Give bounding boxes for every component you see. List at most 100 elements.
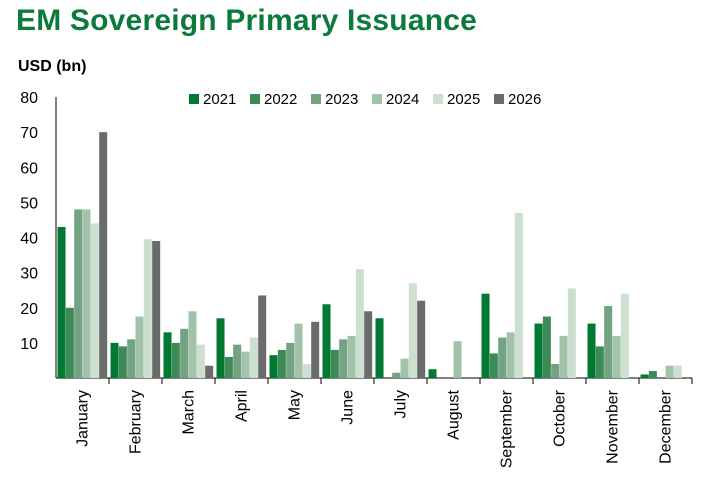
legend-label-2025: 2025 [447, 91, 480, 108]
bar-2022-april [224, 356, 233, 378]
bar-2022-november [595, 346, 604, 378]
bar-2024-april [241, 351, 250, 378]
x-tick-label: April [234, 390, 251, 422]
bar-2025-february [143, 239, 152, 378]
bar-2025-september [514, 212, 523, 378]
bar-2024-may [294, 323, 303, 378]
bar-2025-july [408, 283, 417, 378]
bar-2024-january [82, 209, 91, 378]
bar-2025-march [196, 344, 205, 378]
x-tick-label: August [446, 389, 463, 439]
x-tick-label: September [499, 389, 516, 468]
x-tick-label: October [552, 389, 569, 447]
bar-2023-october [551, 363, 560, 378]
bar-2026-june [364, 311, 373, 378]
bar-2024-july [400, 358, 409, 378]
bar-2021-february [110, 342, 119, 379]
x-tick-label: June [340, 390, 357, 425]
bar-2025-january [90, 223, 99, 378]
x-tick-label: January [75, 390, 92, 447]
y-tick-label: 60 [20, 160, 38, 177]
bar-2025-june [355, 269, 364, 378]
y-tick-label: 10 [20, 336, 38, 353]
bar-2026-january [99, 132, 108, 379]
bar-2022-march [171, 342, 180, 379]
bar-2023-july [392, 372, 401, 378]
x-tick-label: February [128, 390, 145, 454]
legend-label-2021: 2021 [203, 91, 236, 108]
bar-2024-february [135, 316, 144, 378]
bar-2021-november [587, 323, 596, 378]
bar-2024-march [188, 311, 197, 378]
bar-2024-august [453, 341, 462, 378]
bar-2021-december [640, 374, 649, 378]
x-tick-label: December [658, 389, 675, 463]
y-tick-label: 50 [20, 195, 38, 212]
bar-2022-september [489, 353, 498, 378]
bar-2022-december [648, 370, 657, 378]
bar-2025-april [249, 337, 258, 378]
legend-label-2022: 2022 [264, 91, 297, 108]
bar-2024-september [506, 332, 515, 378]
bar-2021-august [428, 369, 437, 378]
bar-2025-october [567, 288, 576, 378]
bar-2022-may [277, 349, 286, 378]
legend-label-2023: 2023 [325, 91, 358, 108]
bar-2021-july [375, 318, 384, 378]
bar-2023-november [604, 305, 613, 378]
bar-2022-june [330, 349, 339, 378]
bar-2025-december [673, 365, 682, 378]
legend-swatch-2022 [250, 94, 260, 104]
bar-2021-june [322, 304, 331, 378]
legend-swatch-2025 [433, 94, 443, 104]
axes: 10 20 30 40 50 60 70 80 January February March Apri… [20, 90, 693, 468]
bar-2026-april [258, 295, 267, 378]
y-tick-label: 30 [20, 266, 38, 283]
legend-swatch-2021 [189, 94, 199, 104]
bar-2025-november [620, 293, 629, 378]
bar-2021-may [269, 355, 278, 378]
x-tick-label: November [605, 389, 622, 463]
bar-2022-february [118, 346, 127, 378]
y-tick-label: 70 [20, 125, 38, 142]
bar-2023-september [498, 337, 507, 378]
y-tick-label: 80 [20, 90, 38, 107]
bar-2023-january [74, 209, 83, 378]
bar-2021-march [163, 332, 172, 378]
y-tick-label: 20 [20, 301, 38, 318]
legend: 2021 2022 2023 2024 2025 2026 [189, 91, 541, 108]
legend-swatch-2024 [372, 94, 382, 104]
bar-2023-june [339, 339, 348, 378]
bar-2024-june [347, 335, 356, 378]
bar-2024-october [559, 335, 568, 378]
bars-group [57, 132, 682, 379]
bar-2025-may [302, 363, 311, 378]
bar-2023-march [180, 328, 189, 378]
y-tick-label: 40 [20, 231, 38, 248]
bar-2022-october [542, 316, 551, 378]
x-tick-label: May [287, 390, 304, 420]
bar-2021-october [534, 323, 543, 378]
bar-2026-march [205, 365, 214, 378]
bar-2021-january [57, 226, 66, 378]
x-tick-label: July [393, 390, 410, 418]
bar-2021-april [216, 318, 225, 378]
x-tick-label: March [181, 390, 198, 434]
bar-2024-december [665, 365, 674, 378]
bar-2023-april [233, 344, 242, 378]
bar-2021-september [481, 293, 490, 378]
bar-2026-february [152, 241, 161, 378]
bar-2022-january [65, 307, 74, 378]
bar-2024-november [612, 335, 621, 378]
legend-label-2026: 2026 [508, 91, 541, 108]
y-axis-unit-label: USD (bn) [18, 58, 87, 75]
legend-swatch-2026 [494, 94, 504, 104]
bar-2023-february [127, 339, 136, 378]
legend-label-2024: 2024 [386, 91, 419, 108]
bar-2023-may [286, 342, 295, 379]
chart-title: EM Sovereign Primary Issuance [16, 4, 478, 37]
bar-2026-july [417, 300, 426, 378]
bar-2026-may [311, 321, 320, 378]
legend-swatch-2023 [311, 94, 321, 104]
